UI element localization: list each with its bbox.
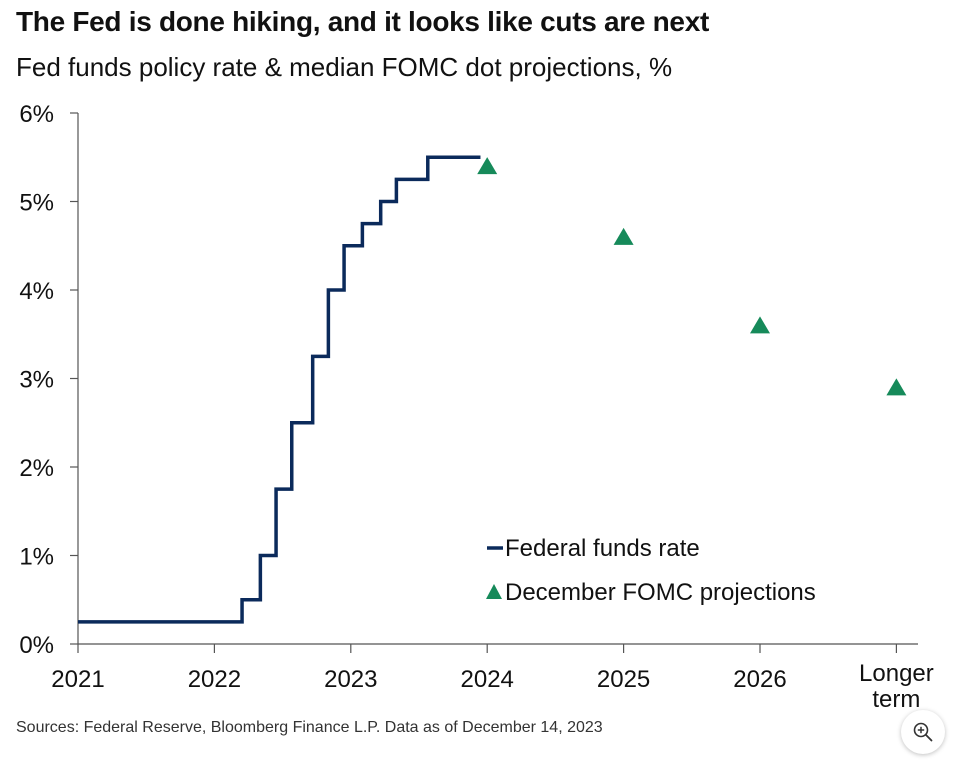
legend-label-fed-funds: Federal funds rate (505, 535, 700, 562)
y-tick-label: 2% (19, 455, 54, 482)
rate-chart: 0% 1% 2% 3% 4% 5% 6% 2021 2022 2023 2024 2025 2026 L… (19, 101, 934, 710)
chart-title: The Fed is done hiking, and it looks lik… (16, 6, 709, 37)
fomc-projection-marker (750, 316, 770, 334)
legend-triangle-swatch (486, 584, 502, 599)
x-tick-label: 2025 (597, 666, 650, 693)
x-tick-label: Longer term (859, 660, 934, 710)
x-tick-label: 2021 (51, 666, 104, 693)
y-tick-label: 0% (19, 632, 54, 659)
x-axis: 2021 2022 2023 2024 2025 2026 Longer term (51, 643, 934, 710)
x-tick-label: 2026 (733, 666, 786, 693)
fomc-projection-marker (613, 227, 634, 245)
x-tick-label: 2023 (324, 666, 377, 693)
source-note: Sources: Federal Reserve, Bloomberg Fina… (16, 719, 603, 736)
legend-label-fomc: December FOMC projections (505, 579, 816, 606)
x-tick-label: 2024 (461, 666, 514, 693)
fed-funds-rate-line (78, 155, 481, 624)
y-tick-label: 3% (19, 367, 54, 394)
fomc-projection-marker (477, 157, 498, 175)
y-tick-label: 6% (19, 101, 54, 128)
y-tick-label: 5% (19, 190, 54, 217)
fomc-projection-marker (886, 378, 907, 396)
y-axis: 0% 1% 2% 3% 4% 5% 6% (19, 101, 79, 659)
y-tick-label: 1% (19, 544, 54, 571)
series-layer (78, 155, 907, 624)
y-tick-label: 4% (19, 278, 54, 305)
zoom-in-icon (913, 722, 933, 742)
chart-subtitle: Fed funds policy rate & median FOMC dot … (16, 52, 673, 82)
zoom-button[interactable] (901, 710, 945, 754)
x-tick-label: 2022 (188, 666, 241, 693)
legend: Federal funds rate December FOMC projecti… (486, 535, 816, 606)
